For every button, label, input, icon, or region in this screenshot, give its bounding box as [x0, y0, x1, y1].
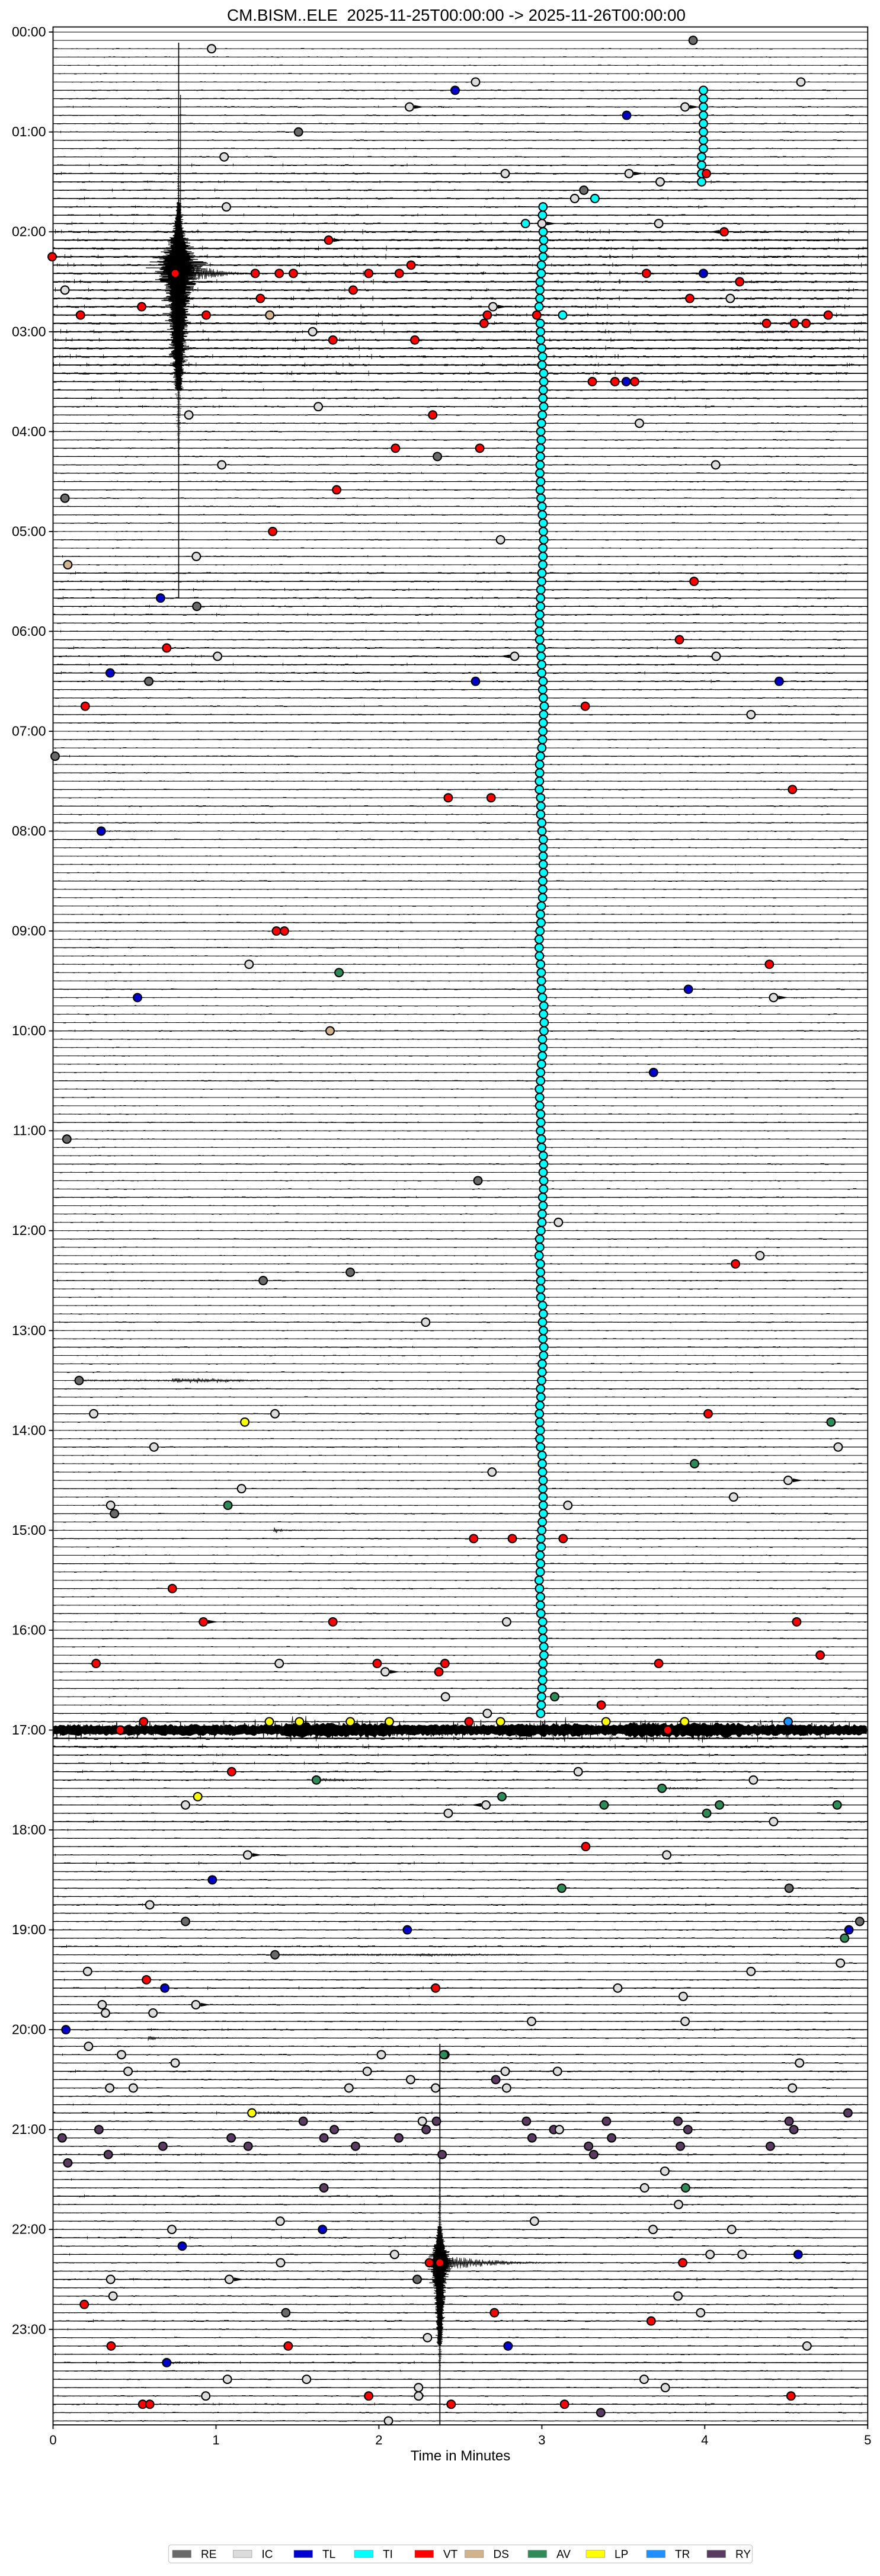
svg-text:18:00: 18:00 [12, 1822, 46, 1838]
svg-text:19:00: 19:00 [12, 1922, 46, 1937]
svg-text:0: 0 [49, 2433, 56, 2447]
svg-text:20:00: 20:00 [12, 2022, 46, 2037]
svg-text:Time in Minutes: Time in Minutes [411, 2448, 511, 2464]
svg-text:14:00: 14:00 [12, 1422, 46, 1438]
svg-text:13:00: 13:00 [12, 1323, 46, 1338]
svg-text:AV: AV [556, 2549, 571, 2561]
svg-text:05:00: 05:00 [12, 523, 46, 539]
svg-text:RY: RY [735, 2549, 751, 2561]
svg-text:5: 5 [864, 2433, 871, 2447]
svg-text:CM.BISM..ELE 2025-11-25T00:00: CM.BISM..ELE 2025-11-25T00:00:00 -> 2025… [227, 6, 686, 24]
svg-text:17:00: 17:00 [12, 1722, 46, 1737]
svg-text:06:00: 06:00 [12, 623, 46, 639]
svg-text:16:00: 16:00 [12, 1622, 46, 1637]
svg-text:12:00: 12:00 [12, 1223, 46, 1238]
svg-text:21:00: 21:00 [12, 2121, 46, 2137]
svg-text:00:00: 00:00 [12, 24, 46, 40]
svg-text:TI: TI [383, 2549, 393, 2561]
svg-text:10:00: 10:00 [12, 1023, 46, 1038]
svg-text:TR: TR [675, 2549, 690, 2561]
svg-text:03:00: 03:00 [12, 324, 46, 339]
svg-text:IC: IC [262, 2549, 273, 2561]
svg-text:22:00: 22:00 [12, 2222, 46, 2237]
svg-text:LP: LP [615, 2549, 628, 2561]
svg-text:07:00: 07:00 [12, 724, 46, 739]
svg-text:4: 4 [701, 2433, 708, 2447]
svg-text:23:00: 23:00 [12, 2321, 46, 2337]
svg-text:DS: DS [494, 2549, 509, 2561]
svg-text:1: 1 [212, 2433, 219, 2447]
svg-text:2: 2 [375, 2433, 382, 2447]
svg-text:01:00: 01:00 [12, 124, 46, 139]
svg-text:VT: VT [443, 2549, 458, 2561]
svg-text:3: 3 [538, 2433, 545, 2447]
svg-text:RE: RE [201, 2549, 216, 2561]
svg-text:02:00: 02:00 [12, 224, 46, 239]
svg-text:TL: TL [322, 2549, 335, 2561]
svg-text:08:00: 08:00 [12, 823, 46, 839]
svg-text:11:00: 11:00 [13, 1123, 46, 1138]
svg-text:15:00: 15:00 [12, 1522, 46, 1538]
svg-text:04:00: 04:00 [12, 424, 46, 439]
svg-text:09:00: 09:00 [12, 923, 46, 939]
